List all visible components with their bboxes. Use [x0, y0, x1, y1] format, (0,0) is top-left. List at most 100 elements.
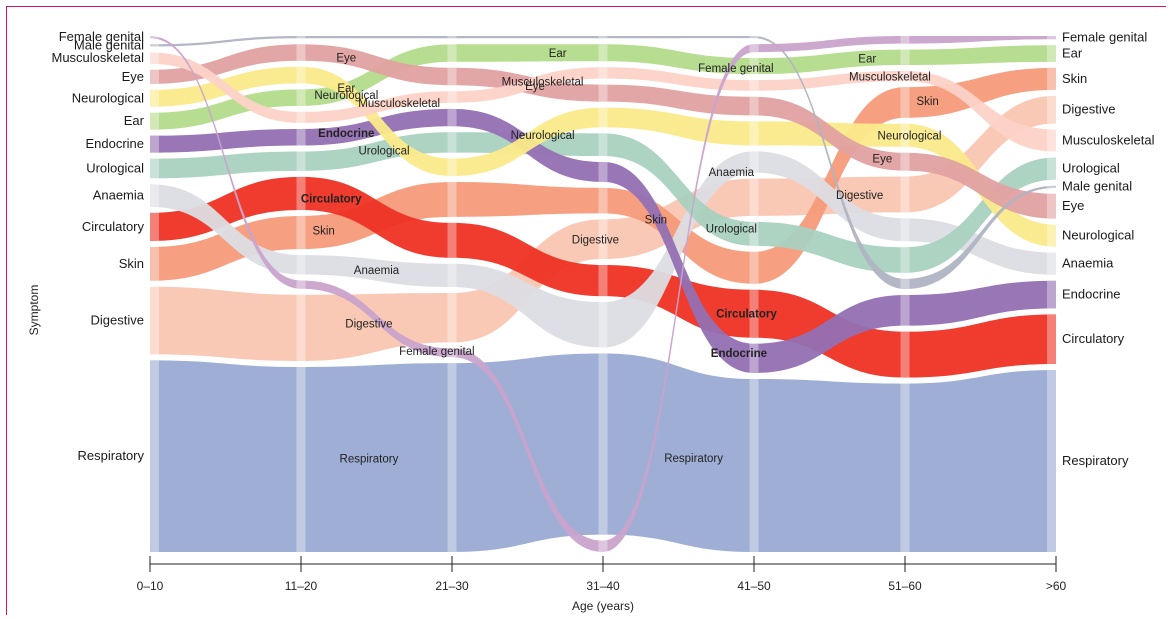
node-ear-3 — [598, 44, 608, 62]
flow-endocrine-0 — [150, 128, 301, 153]
node-urological-6 — [1047, 157, 1056, 180]
flow-label-digestive: Digestive — [572, 235, 619, 247]
flow-label-musculoskeletal: Musculoskeletal — [849, 71, 931, 83]
node-columns-layer — [150, 36, 1056, 552]
right-label-neurological: Neurological — [1062, 228, 1134, 243]
right-label-urological: Urological — [1062, 161, 1120, 176]
flow-skin-5 — [905, 67, 1056, 118]
node-anaemia-1 — [296, 255, 306, 275]
right-labels-layer: Respiratory Digestive Skin Circulatory Anaem… — [1062, 30, 1155, 468]
flow-label-neurological: Neurological — [878, 131, 942, 143]
flow-label-eye: Eye — [525, 81, 545, 93]
node-digestive-0 — [150, 286, 159, 355]
node-endocrine-0 — [150, 135, 159, 153]
node-urological-0 — [150, 158, 159, 179]
node-musculoskeletal-5 — [900, 70, 910, 82]
node-neurological-2 — [447, 158, 457, 177]
node-musculoskeletal-4 — [749, 80, 759, 91]
flow-urological-5 — [905, 157, 1056, 273]
node-anaemia-0 — [150, 184, 159, 207]
node-anaemia-5 — [900, 218, 910, 242]
x-tick-label-4: 41–50 — [737, 579, 771, 593]
node-anaemia-3 — [598, 302, 608, 348]
flow-respiratory-3 — [603, 353, 754, 552]
left-label-ear: Ear — [124, 113, 145, 128]
flow-circulatory-1 — [301, 176, 452, 258]
flow-urological-0 — [150, 151, 301, 179]
flow-label-digestive: Digestive — [345, 319, 392, 331]
node-musculoskeletal-0 — [150, 52, 159, 64]
node-respiratory-0 — [150, 360, 159, 552]
flow-label-skin: Skin — [312, 226, 334, 238]
node-urological-3 — [598, 133, 608, 157]
flow-label-neurological: Neurological — [511, 130, 575, 142]
node-musculoskeletal-3 — [598, 67, 608, 79]
node-neurological-5 — [900, 123, 910, 147]
flow-ear-5 — [905, 45, 1056, 65]
node-skin-1 — [296, 215, 306, 250]
node-male-genital-2 — [447, 36, 457, 39]
node-circulatory-0 — [150, 212, 159, 242]
flow-endocrine-5 — [905, 280, 1056, 326]
flow-digestive-3 — [603, 178, 754, 259]
node-digestive-1 — [296, 294, 306, 361]
flow-female-genital-4 — [754, 36, 905, 53]
node-female-genital-2 — [447, 348, 457, 358]
flow-male-genital-5 — [905, 185, 1056, 290]
node-respiratory-3 — [598, 353, 608, 535]
flow-eye-3 — [603, 84, 754, 116]
left-label-circulatory: Circulatory — [82, 219, 145, 234]
node-eye-0 — [150, 69, 159, 84]
node-circulatory-5 — [900, 331, 910, 378]
node-endocrine-1 — [296, 128, 306, 146]
left-label-skin: Skin — [119, 256, 144, 271]
node-neurological-6 — [1047, 224, 1056, 247]
flow-label-female-genital: Female genital — [399, 346, 474, 358]
node-skin-5 — [900, 87, 910, 118]
left-label-female-genital: Female genital — [59, 29, 144, 44]
flow-label-urological: Urological — [358, 145, 409, 157]
node-eye-1 — [296, 44, 306, 61]
node-female-genital-6 — [1047, 36, 1056, 40]
flow-neurological-1 — [301, 66, 452, 177]
node-ear-1 — [296, 89, 306, 106]
flow-male-genital-4 — [754, 36, 905, 290]
flow-label-eye: Eye — [872, 153, 892, 165]
flow-respiratory-5 — [905, 369, 1056, 552]
flow-label-neurological: Neurological — [314, 90, 378, 102]
node-digestive-4 — [749, 178, 759, 216]
flow-endocrine-4 — [754, 295, 905, 373]
node-digestive-3 — [598, 219, 608, 259]
node-female-genital-1 — [296, 280, 306, 289]
flow-musculoskeletal-5 — [905, 70, 1056, 152]
node-anaemia-6 — [1047, 252, 1056, 275]
node-male-genital-6 — [1047, 185, 1056, 188]
flow-respiratory-1 — [301, 363, 452, 552]
flow-anaemia-2 — [452, 263, 603, 348]
flow-label-urological: Urological — [706, 223, 757, 235]
right-label-male-genital: Male genital — [1062, 179, 1132, 194]
x-tick-label-3: 31–40 — [586, 579, 620, 593]
node-eye-5 — [900, 152, 910, 171]
right-label-eye: Eye — [1062, 198, 1084, 213]
flow-endocrine-3 — [603, 162, 754, 373]
node-endocrine-6 — [1047, 280, 1056, 309]
flow-male-genital-0 — [150, 36, 301, 47]
flow-ear-3 — [603, 44, 754, 75]
flow-ear-0 — [150, 89, 301, 130]
x-axis: 0–10 11–20 21–30 31–40 41–50 51–60 >60 — [137, 556, 1067, 593]
flow-label-respiratory: Respiratory — [664, 453, 723, 465]
right-label-musculoskeletal: Musculoskeletal — [1062, 133, 1155, 148]
node-respiratory-5 — [900, 383, 910, 552]
node-ear-2 — [447, 44, 457, 62]
right-label-respiratory: Respiratory — [1062, 453, 1129, 468]
node-ear-0 — [150, 112, 159, 130]
node-urological-5 — [900, 247, 910, 273]
node-male-genital-5 — [900, 278, 910, 290]
flow-female-genital-3 — [603, 44, 754, 553]
left-labels-layer: Respiratory Digestive Skin Circulatory Anaem… — [52, 29, 145, 463]
node-respiratory-4 — [749, 378, 759, 552]
flow-anaemia-3 — [603, 151, 754, 348]
node-skin-4 — [749, 251, 759, 284]
